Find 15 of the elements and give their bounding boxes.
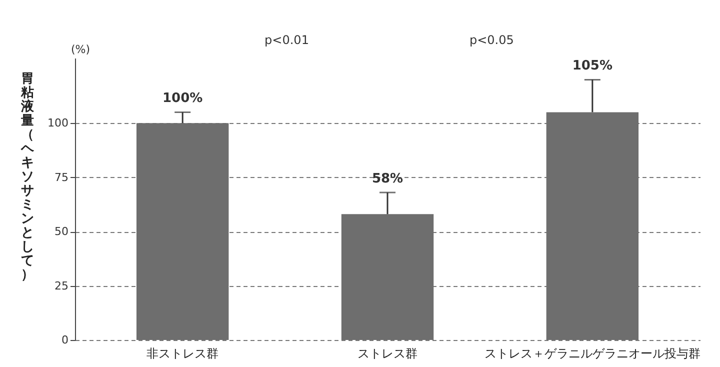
- data-label: 105%: [572, 58, 613, 74]
- y-tick-label: 100: [48, 116, 68, 130]
- text: p<0.05: [469, 33, 514, 47]
- x-tick-label: 非ストレス群: [146, 346, 219, 360]
- y-tick-label: 0: [62, 334, 68, 346]
- y-tick-label: 25: [54, 279, 68, 292]
- text: p<0.01: [264, 33, 309, 47]
- text: 胃粘液量（ヘキソサミンとして）: [21, 72, 34, 282]
- x-tick-label: ストレス群: [358, 346, 418, 360]
- x-tick-label: ストレス＋ゲラニルゲラニオール投与群: [484, 346, 700, 360]
- data-label: 58%: [372, 171, 404, 186]
- y-tick-label: 75: [54, 170, 68, 184]
- data-label: 100%: [162, 91, 203, 106]
- y-tick-label: 50: [54, 225, 68, 238]
- text: (%): [71, 43, 90, 56]
